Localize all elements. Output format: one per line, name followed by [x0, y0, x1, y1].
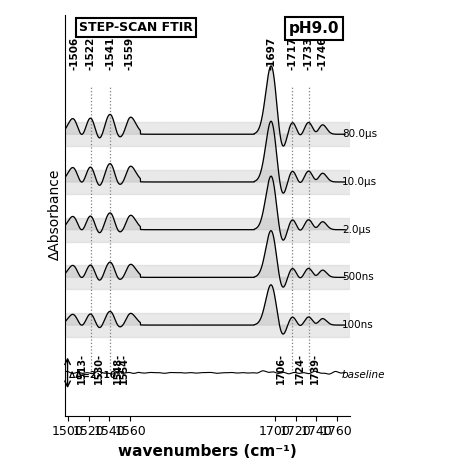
Text: -1746: -1746: [318, 36, 328, 70]
Text: 10.0μs: 10.0μs: [342, 177, 377, 187]
Text: pH9.0: pH9.0: [288, 21, 339, 36]
Text: 500ns: 500ns: [342, 273, 374, 283]
Bar: [65, 265, 350, 289]
Text: -1522: -1522: [86, 36, 96, 70]
Text: 80.0μs: 80.0μs: [342, 129, 377, 139]
Bar: [65, 170, 350, 194]
Text: ∆A=2×10⁻⁴: ∆A=2×10⁻⁴: [69, 371, 125, 380]
Text: 1530-: 1530-: [94, 353, 104, 384]
X-axis label: wavenumbers (cm⁻¹): wavenumbers (cm⁻¹): [118, 444, 297, 459]
Text: 1724-: 1724-: [295, 353, 305, 384]
Text: 100ns: 100ns: [342, 320, 374, 330]
Text: -1717: -1717: [287, 36, 297, 70]
Text: -1559: -1559: [124, 37, 134, 70]
Bar: [65, 218, 350, 242]
Text: -1733: -1733: [304, 36, 314, 70]
Y-axis label: ∆Absorbance: ∆Absorbance: [48, 170, 62, 261]
Text: 1554-: 1554-: [119, 353, 129, 384]
Bar: [65, 122, 350, 146]
Text: -1697: -1697: [267, 36, 277, 70]
Text: 1706-: 1706-: [276, 353, 286, 384]
Text: 1739-: 1739-: [310, 353, 320, 384]
Text: 1513-: 1513-: [76, 353, 86, 384]
Text: 1548-: 1548-: [113, 353, 123, 384]
Text: 2.0μs: 2.0μs: [342, 225, 371, 235]
Text: baseline: baseline: [342, 370, 385, 380]
Bar: [65, 313, 350, 337]
Text: -1541: -1541: [105, 36, 116, 70]
Text: STEP-SCAN FTIR: STEP-SCAN FTIR: [79, 21, 193, 34]
Text: -1506: -1506: [69, 36, 79, 70]
